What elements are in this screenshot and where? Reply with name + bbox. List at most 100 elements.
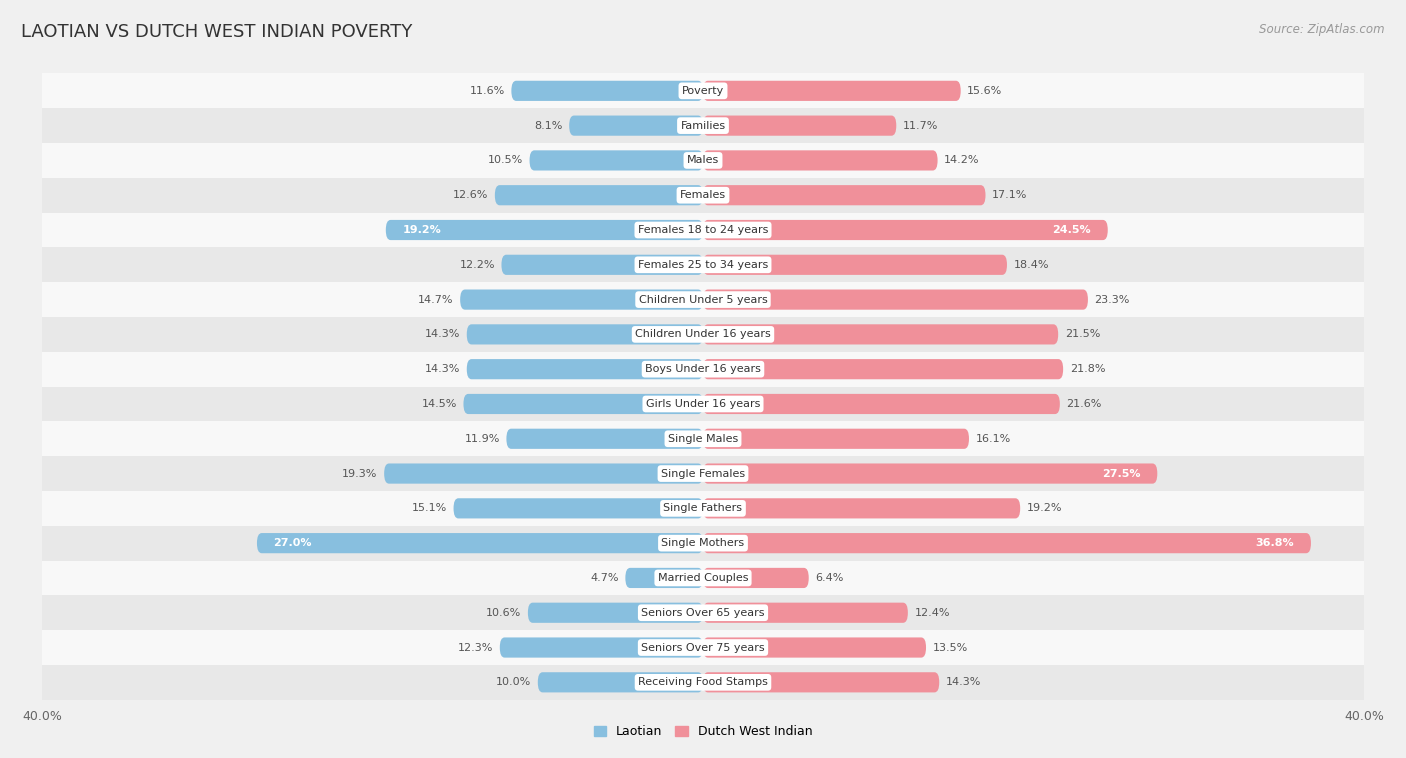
FancyBboxPatch shape bbox=[703, 429, 969, 449]
Text: 12.2%: 12.2% bbox=[460, 260, 495, 270]
Text: Single Fathers: Single Fathers bbox=[664, 503, 742, 513]
Text: Seniors Over 75 years: Seniors Over 75 years bbox=[641, 643, 765, 653]
FancyBboxPatch shape bbox=[506, 429, 703, 449]
Bar bbox=[42, 143, 1364, 178]
Text: 19.3%: 19.3% bbox=[342, 468, 378, 478]
Text: 8.1%: 8.1% bbox=[534, 121, 562, 130]
FancyBboxPatch shape bbox=[703, 533, 1310, 553]
Text: 27.5%: 27.5% bbox=[1102, 468, 1140, 478]
Text: 23.3%: 23.3% bbox=[1094, 295, 1130, 305]
FancyBboxPatch shape bbox=[467, 324, 703, 344]
Text: Females: Females bbox=[681, 190, 725, 200]
FancyBboxPatch shape bbox=[527, 603, 703, 623]
Bar bbox=[42, 282, 1364, 317]
Text: 19.2%: 19.2% bbox=[402, 225, 441, 235]
Text: 4.7%: 4.7% bbox=[591, 573, 619, 583]
Text: 15.6%: 15.6% bbox=[967, 86, 1002, 96]
Text: Children Under 16 years: Children Under 16 years bbox=[636, 330, 770, 340]
FancyBboxPatch shape bbox=[703, 220, 1108, 240]
FancyBboxPatch shape bbox=[460, 290, 703, 310]
Text: 10.0%: 10.0% bbox=[496, 678, 531, 688]
Text: Receiving Food Stamps: Receiving Food Stamps bbox=[638, 678, 768, 688]
FancyBboxPatch shape bbox=[703, 290, 1088, 310]
Bar bbox=[42, 421, 1364, 456]
Text: 36.8%: 36.8% bbox=[1256, 538, 1295, 548]
FancyBboxPatch shape bbox=[703, 150, 938, 171]
Text: Seniors Over 65 years: Seniors Over 65 years bbox=[641, 608, 765, 618]
Text: 11.6%: 11.6% bbox=[470, 86, 505, 96]
Bar bbox=[42, 212, 1364, 247]
Text: 14.3%: 14.3% bbox=[425, 364, 460, 374]
Text: 11.9%: 11.9% bbox=[464, 434, 499, 443]
Text: Girls Under 16 years: Girls Under 16 years bbox=[645, 399, 761, 409]
Text: Married Couples: Married Couples bbox=[658, 573, 748, 583]
Legend: Laotian, Dutch West Indian: Laotian, Dutch West Indian bbox=[589, 720, 817, 744]
Bar bbox=[42, 491, 1364, 526]
Bar bbox=[42, 247, 1364, 282]
Text: 10.5%: 10.5% bbox=[488, 155, 523, 165]
FancyBboxPatch shape bbox=[703, 498, 1021, 518]
Bar bbox=[42, 665, 1364, 700]
FancyBboxPatch shape bbox=[703, 324, 1059, 344]
Text: 12.3%: 12.3% bbox=[458, 643, 494, 653]
FancyBboxPatch shape bbox=[530, 150, 703, 171]
FancyBboxPatch shape bbox=[703, 255, 1007, 275]
Text: 17.1%: 17.1% bbox=[993, 190, 1028, 200]
Text: 13.5%: 13.5% bbox=[932, 643, 967, 653]
Text: 12.6%: 12.6% bbox=[453, 190, 488, 200]
Text: Females 25 to 34 years: Females 25 to 34 years bbox=[638, 260, 768, 270]
Bar bbox=[42, 387, 1364, 421]
FancyBboxPatch shape bbox=[569, 115, 703, 136]
Text: Source: ZipAtlas.com: Source: ZipAtlas.com bbox=[1260, 23, 1385, 36]
Text: Single Males: Single Males bbox=[668, 434, 738, 443]
Text: Poverty: Poverty bbox=[682, 86, 724, 96]
Bar bbox=[42, 561, 1364, 595]
FancyBboxPatch shape bbox=[703, 185, 986, 205]
Bar bbox=[42, 317, 1364, 352]
Text: 10.6%: 10.6% bbox=[486, 608, 522, 618]
FancyBboxPatch shape bbox=[467, 359, 703, 379]
Bar bbox=[42, 178, 1364, 212]
FancyBboxPatch shape bbox=[626, 568, 703, 588]
FancyBboxPatch shape bbox=[703, 394, 1060, 414]
FancyBboxPatch shape bbox=[703, 672, 939, 692]
FancyBboxPatch shape bbox=[703, 359, 1063, 379]
Text: 14.2%: 14.2% bbox=[945, 155, 980, 165]
FancyBboxPatch shape bbox=[703, 568, 808, 588]
FancyBboxPatch shape bbox=[502, 255, 703, 275]
FancyBboxPatch shape bbox=[464, 394, 703, 414]
Text: 14.5%: 14.5% bbox=[422, 399, 457, 409]
Text: 18.4%: 18.4% bbox=[1014, 260, 1049, 270]
FancyBboxPatch shape bbox=[537, 672, 703, 692]
FancyBboxPatch shape bbox=[703, 115, 896, 136]
FancyBboxPatch shape bbox=[384, 463, 703, 484]
FancyBboxPatch shape bbox=[257, 533, 703, 553]
Bar bbox=[42, 352, 1364, 387]
Text: 21.8%: 21.8% bbox=[1070, 364, 1105, 374]
Text: 21.5%: 21.5% bbox=[1064, 330, 1099, 340]
Text: 16.1%: 16.1% bbox=[976, 434, 1011, 443]
Text: 12.4%: 12.4% bbox=[914, 608, 950, 618]
FancyBboxPatch shape bbox=[499, 637, 703, 658]
FancyBboxPatch shape bbox=[703, 603, 908, 623]
Text: Children Under 5 years: Children Under 5 years bbox=[638, 295, 768, 305]
FancyBboxPatch shape bbox=[385, 220, 703, 240]
Text: Males: Males bbox=[688, 155, 718, 165]
FancyBboxPatch shape bbox=[703, 81, 960, 101]
Bar bbox=[42, 526, 1364, 561]
Text: 6.4%: 6.4% bbox=[815, 573, 844, 583]
Bar bbox=[42, 74, 1364, 108]
Bar bbox=[42, 630, 1364, 665]
Text: 24.5%: 24.5% bbox=[1053, 225, 1091, 235]
Text: Families: Families bbox=[681, 121, 725, 130]
Text: Single Females: Single Females bbox=[661, 468, 745, 478]
Text: 19.2%: 19.2% bbox=[1026, 503, 1063, 513]
Text: 14.3%: 14.3% bbox=[946, 678, 981, 688]
Text: LAOTIAN VS DUTCH WEST INDIAN POVERTY: LAOTIAN VS DUTCH WEST INDIAN POVERTY bbox=[21, 23, 412, 41]
FancyBboxPatch shape bbox=[512, 81, 703, 101]
Text: 14.3%: 14.3% bbox=[425, 330, 460, 340]
Text: Single Mothers: Single Mothers bbox=[661, 538, 745, 548]
Text: Boys Under 16 years: Boys Under 16 years bbox=[645, 364, 761, 374]
Text: 11.7%: 11.7% bbox=[903, 121, 938, 130]
Bar bbox=[42, 108, 1364, 143]
